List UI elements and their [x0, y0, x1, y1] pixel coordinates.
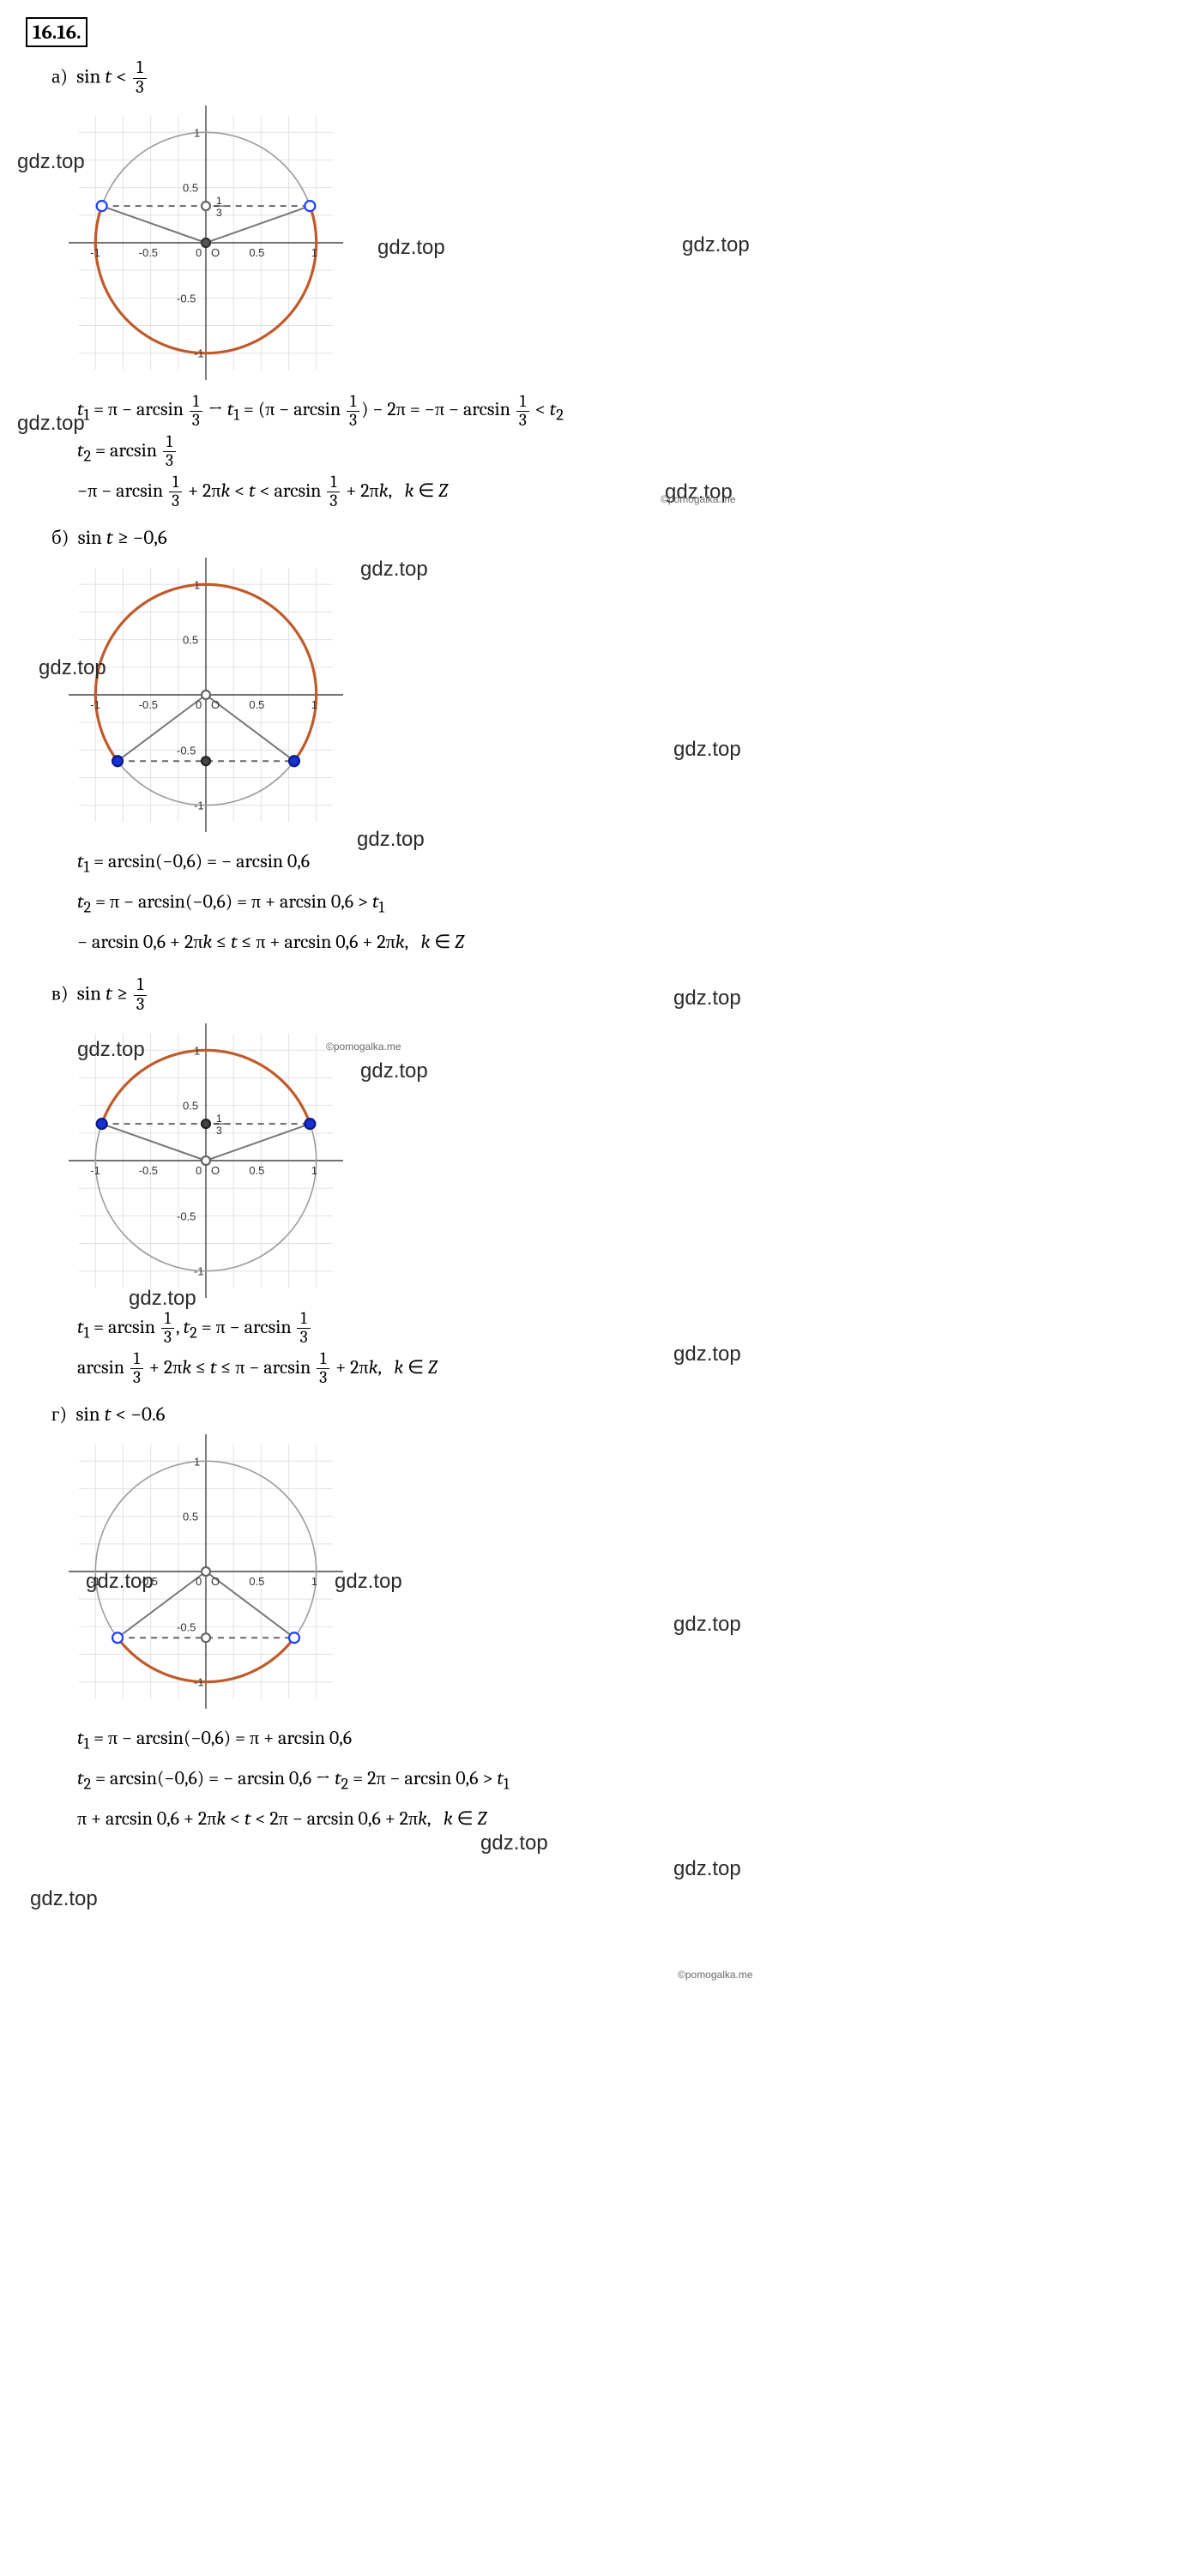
- svg-text:-1: -1: [90, 698, 100, 711]
- svg-text:0.5: 0.5: [249, 1575, 264, 1588]
- svg-text:0: 0: [196, 1575, 202, 1588]
- svg-text:1: 1: [311, 1164, 317, 1177]
- svg-text:3: 3: [216, 1125, 222, 1137]
- svg-text:1: 1: [311, 246, 317, 259]
- equation-line: t1 = π − arcsin(−0,6) = π + arcsin 0,6: [77, 1721, 832, 1759]
- page-root: 16.16. а) sin t < 13-1-0.50.510.5-0.51-1…: [0, 0, 858, 1887]
- svg-text:-0.5: -0.5: [177, 744, 196, 757]
- svg-text:0.5: 0.5: [249, 1164, 264, 1177]
- svg-text:1: 1: [216, 196, 222, 208]
- unit-circle-chart: -1-0.50.510.5-0.51-10О13: [69, 106, 343, 380]
- svg-text:0: 0: [196, 246, 202, 259]
- equation-line: t2 = π − arcsin(−0,6) = π + arcsin 0,6 >…: [77, 884, 832, 923]
- svg-text:О: О: [211, 246, 220, 259]
- svg-text:1: 1: [194, 1455, 200, 1468]
- part-inequality: а) sin t < 13: [51, 59, 832, 97]
- unit-circle-chart: -1 -0.5 0.5 1 0.5 -0.5 1 -1 0О: [69, 1434, 343, 1709]
- svg-text:1: 1: [194, 127, 200, 140]
- svg-text:-1: -1: [194, 1676, 204, 1689]
- svg-text:О: О: [211, 1575, 220, 1588]
- equation-line: π + arcsin 0,6 + 2πk < t < 2π − arcsin 0…: [77, 1801, 832, 1837]
- watermark: gdz.top: [673, 1857, 741, 1881]
- svg-text:3: 3: [216, 208, 222, 220]
- svg-text:1: 1: [311, 698, 317, 711]
- equation-line: t1 = arcsin(−0,6) = − arcsin 0,6: [77, 844, 832, 883]
- svg-text:-0.5: -0.5: [139, 1575, 158, 1588]
- svg-text:-0.5: -0.5: [139, 698, 158, 711]
- equation-line: −π − arcsin 13 + 2πk < t < arcsin 13 + 2…: [77, 474, 832, 510]
- equation-line: t1 = arcsin 13, t2 = π − arcsin 13: [77, 1310, 832, 1348]
- equations-block: t1 = π − arcsin(−0,6) = π + arcsin 0,6t2…: [77, 1721, 832, 1837]
- unit-circle-chart: -1-0.50.510.5-0.51-10О13: [69, 1023, 343, 1298]
- chart-wrap: -1-0.50.510.5-0.51-10О13: [69, 106, 832, 383]
- chart-wrap: -1-0.50.510.5-0.51-10О13: [69, 1023, 832, 1301]
- part-inequality: б) sin t ≥ −0,6: [51, 526, 832, 549]
- svg-text:0.5: 0.5: [183, 634, 198, 647]
- svg-text:О: О: [211, 1164, 220, 1177]
- svg-text:1: 1: [194, 578, 200, 591]
- unit-circle-chart: -1 -0.5 0.5 1 0.5 -0.5 1 -1 0О: [69, 558, 343, 832]
- svg-text:О: О: [211, 698, 220, 711]
- svg-text:-0.5: -0.5: [177, 1620, 196, 1633]
- problem-number: 16.16.: [26, 17, 88, 47]
- svg-text:0.5: 0.5: [183, 182, 198, 195]
- watermark-small: ©pomogalka.me: [678, 1969, 753, 1981]
- chart-wrap: -1 -0.5 0.5 1 0.5 -0.5 1 -1 0О: [69, 1434, 832, 1712]
- equations-block: t1 = π − arcsin 13 → t1 = (π − arcsin 13…: [77, 392, 832, 510]
- equation-line: t1 = π − arcsin 13 → t1 = (π − arcsin 13…: [77, 392, 832, 431]
- svg-text:0: 0: [196, 1164, 202, 1177]
- svg-text:0.5: 0.5: [249, 246, 264, 259]
- svg-text:0.5: 0.5: [183, 1099, 198, 1112]
- svg-text:0.5: 0.5: [183, 1511, 198, 1523]
- equation-line: t2 = arcsin(−0,6) = − arcsin 0,6 → t2 = …: [77, 1761, 832, 1800]
- svg-text:0.5: 0.5: [249, 698, 264, 711]
- chart-wrap: -1 -0.5 0.5 1 0.5 -0.5 1 -1 0О: [69, 558, 832, 836]
- equation-line: arcsin 13 + 2πk ≤ t ≤ π − arcsin 13 + 2π…: [77, 1350, 832, 1387]
- svg-text:-1: -1: [90, 1575, 100, 1588]
- svg-text:-0.5: -0.5: [139, 246, 158, 259]
- equation-line: t2 = arcsin 13: [77, 433, 832, 472]
- svg-text:-1: -1: [194, 347, 204, 360]
- part-inequality: г) sin t < −0.6: [51, 1403, 832, 1426]
- svg-text:1: 1: [216, 1113, 222, 1125]
- svg-text:-0.5: -0.5: [177, 1210, 196, 1222]
- svg-text:0: 0: [196, 698, 202, 711]
- svg-text:-0.5: -0.5: [139, 1164, 158, 1177]
- svg-text:-1: -1: [90, 1164, 100, 1177]
- equation-line: − arcsin 0,6 + 2πk ≤ t ≤ π + arcsin 0,6 …: [77, 925, 832, 961]
- equations-block: t1 = arcsin(−0,6) = − arcsin 0,6t2 = π −…: [77, 844, 832, 961]
- svg-text:-1: -1: [194, 799, 204, 812]
- watermark: gdz.top: [30, 1887, 98, 1911]
- part-inequality: в) sin t ≥ 13: [51, 976, 832, 1014]
- svg-text:-0.5: -0.5: [177, 293, 196, 305]
- equations-block: t1 = arcsin 13, t2 = π − arcsin 13arcsin…: [77, 1310, 832, 1387]
- svg-text:1: 1: [194, 1044, 200, 1057]
- svg-text:-1: -1: [90, 246, 100, 259]
- svg-text:1: 1: [311, 1575, 317, 1588]
- svg-text:-1: -1: [194, 1264, 204, 1277]
